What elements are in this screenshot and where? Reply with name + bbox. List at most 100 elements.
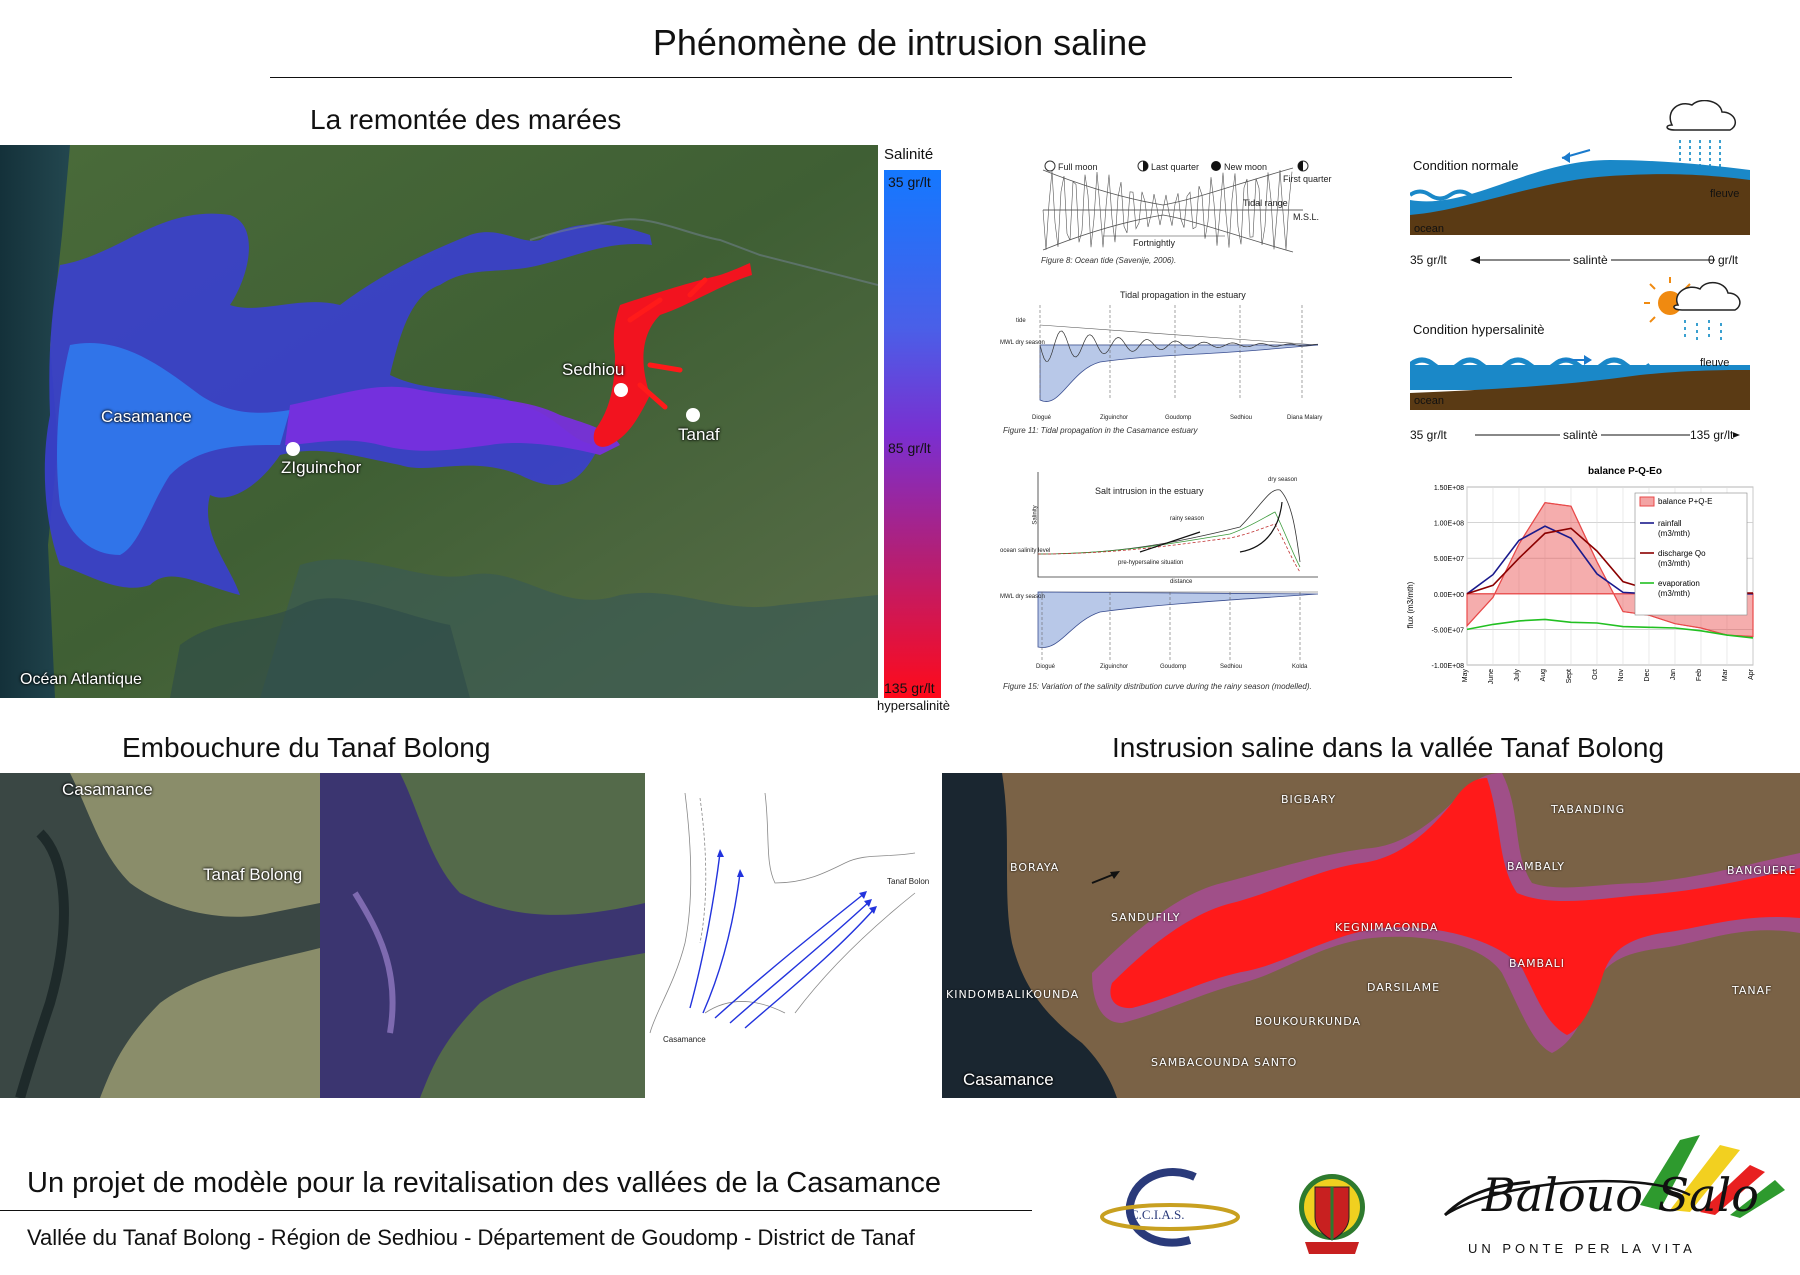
propagation-station: Sedhiou (1230, 415, 1252, 421)
condition-hyper-fleuve: fleuve (1700, 357, 1729, 369)
intrusion-station: Goudomp (1160, 664, 1186, 670)
chart-ytick-label: -5.00E+07 (1432, 627, 1465, 634)
sketch-label-tanaf: Tanaf Bolon (887, 877, 929, 886)
propagation-station: Goudomp (1165, 415, 1191, 421)
senegal-seal (1295, 1162, 1370, 1262)
condition-normal-title: Condition normale (1413, 158, 1519, 173)
propagation-tide: tide (1016, 318, 1026, 324)
propagation-station: Diogué (1032, 415, 1051, 421)
legend-title: Salinité (884, 146, 933, 163)
chart-legend-label: (m3/mth) (1658, 529, 1690, 538)
intrusion-distance: distance (1170, 579, 1192, 585)
intrusion-graphic (1000, 472, 1325, 672)
intrusion-station: Sedhiou (1220, 664, 1242, 670)
intrusion-caption: Figure 15: Variation of the salinity dis… (1003, 682, 1312, 691)
salt-intrusion-figure: Salt intrusion in the estuary dry season… (1000, 472, 1325, 697)
map-label-ziguinchor: ZIguinchor (281, 458, 361, 478)
tanaf-marker (686, 408, 700, 422)
chart-xtick-label: Dec (1644, 669, 1651, 682)
ccias-logo: C.C.I.A.S. (1100, 1165, 1250, 1255)
map-label-sedhiou: Sedhiou (562, 360, 624, 380)
chart-legend-swatch (1640, 497, 1654, 506)
chart-xtick-label: Aug (1540, 669, 1547, 682)
footer-location: Vallée du Tanaf Bolong - Région de Sedhi… (27, 1225, 915, 1251)
valley-label: SANDUFILY (1111, 911, 1180, 924)
chart-xtick-label: May (1462, 669, 1469, 683)
tide-tidal-range: Tidal range (1243, 198, 1288, 208)
section-heading-tides: La remontée des marées (310, 104, 621, 136)
propagation-caption: Figure 11: Tidal propagation in the Casa… (1003, 426, 1198, 435)
tide-new-moon: New moon (1224, 162, 1267, 172)
chart-xtick-label: Jan (1670, 669, 1677, 680)
tide-last-quarter: Last quarter (1151, 162, 1199, 172)
propagation-station: Diana Malary (1287, 415, 1322, 421)
valley-label: SAMBACOUNDA SANTO (1151, 1056, 1297, 1069)
mouth-satellite-images: Casamance Tanaf Bolong (0, 773, 645, 1098)
ccias-logo-text: C.C.I.A.S. (1130, 1207, 1185, 1223)
valley-label: KEGNIMACONDA (1335, 921, 1438, 934)
condition-normal-ocean: ocean (1414, 223, 1444, 235)
sedhiou-marker (614, 383, 628, 397)
condition-normal-right: 0 gr/lt (1708, 253, 1738, 267)
valley-label: DARSILAME (1367, 981, 1440, 994)
section-heading-mouth: Embouchure du Tanaf Bolong (122, 732, 490, 764)
condition-hyper-right: 135 gr/lt (1690, 428, 1733, 442)
section-heading-valley: Instrusion saline dans la vallée Tanaf B… (1112, 732, 1664, 764)
footer-project-title: Un projet de modèle pour la revitalisati… (27, 1167, 941, 1200)
chart-ytick-label: 1.50E+08 (1434, 485, 1464, 492)
mouth-label-casamance: Casamance (62, 780, 153, 800)
salinity-legend-bar (884, 170, 941, 698)
intrusion-dry-season: dry season (1268, 477, 1297, 483)
chart-ytick-label: 0.00E+00 (1434, 592, 1464, 599)
valley-label: BIGBARY (1281, 793, 1336, 806)
condition-normal-graphic (1410, 100, 1750, 275)
legend-note: hypersalinitè (877, 698, 950, 713)
chart-ytick-label: 1.00E+08 (1434, 521, 1464, 528)
tide-first-quarter: First quarter (1283, 174, 1332, 184)
title-divider (270, 77, 1512, 78)
chart-title: balance P-Q-Eo (1588, 466, 1662, 477)
legend-value-bottom: 135 gr/lt (884, 680, 935, 696)
chart-xtick-label: Feb (1696, 669, 1703, 681)
condition-hyper-diagram: Condition hypersalinitè fleuve ocean 35 … (1410, 275, 1750, 450)
valley-label: BOUKOURKUNDA (1255, 1015, 1361, 1028)
condition-hyper-ocean: ocean (1414, 395, 1444, 407)
valley-label: BAMBALY (1507, 860, 1565, 873)
intrusion-rainy-season: rainy season (1170, 516, 1204, 522)
page-title: Phénomène de intrusion saline (0, 22, 1800, 64)
propagation-station: Ziguinchor (1100, 415, 1128, 421)
chart-xtick-label: July (1514, 669, 1521, 682)
condition-normal-fleuve: fleuve (1710, 188, 1739, 200)
ocean-tide-graphic (1003, 160, 1323, 270)
chart-xtick-label: Apr (1748, 668, 1755, 680)
map-label-ocean: Océan Atlantique (20, 671, 142, 689)
intrusion-pre-hyper: pre-hypersaline situation (1118, 560, 1183, 566)
chart-legend-label: evaporation (1658, 579, 1700, 588)
legend-value-top: 35 gr/lt (888, 174, 931, 190)
balouo-salo-text: Balouo Salo (1482, 1168, 1759, 1222)
intrusion-station: Diogué (1036, 664, 1055, 670)
intrusion-salinity: Salinity (1033, 505, 1039, 524)
chart-xtick-label: June (1488, 669, 1495, 684)
mouth-label-tanaf-bolong: Tanaf Bolong (203, 865, 302, 885)
valley-label: KINDOMBALIKOUNDA (946, 988, 1079, 1001)
legend-value-middle: 85 gr/lt (888, 440, 931, 456)
intrusion-station: Ziguinchor (1100, 664, 1128, 670)
propagation-title: Tidal propagation in the estuary (1120, 290, 1246, 300)
intrusion-station: Kolda (1292, 664, 1307, 670)
chart-legend-label: (m3/mth) (1658, 589, 1690, 598)
tide-caption: Figure 8: Ocean tide (Savenije, 2006). (1041, 256, 1176, 265)
propagation-mwl: MWL dry season (1000, 340, 1045, 346)
tide-fortnightly: Fortnightly (1133, 238, 1175, 248)
intrusion-ocean-level: ocean salinity level (1000, 548, 1050, 554)
valley-label: TABANDING (1551, 803, 1625, 816)
chart-legend-label: (m3/mth) (1658, 559, 1690, 568)
chart-xtick-label: Mar (1722, 668, 1729, 681)
condition-normal-left: 35 gr/lt (1410, 253, 1447, 267)
chart-legend-label: discharge Qo (1658, 549, 1706, 558)
valley-intrusion-graphic (942, 773, 1800, 1098)
balance-chart-svg: -1.00E+08-5.00E+070.00E+005.00E+071.00E+… (1405, 465, 1760, 695)
chart-legend-label: rainfall (1658, 519, 1682, 528)
mouth-flow-sketch: Tanaf Bolon Casamance (645, 773, 925, 1098)
